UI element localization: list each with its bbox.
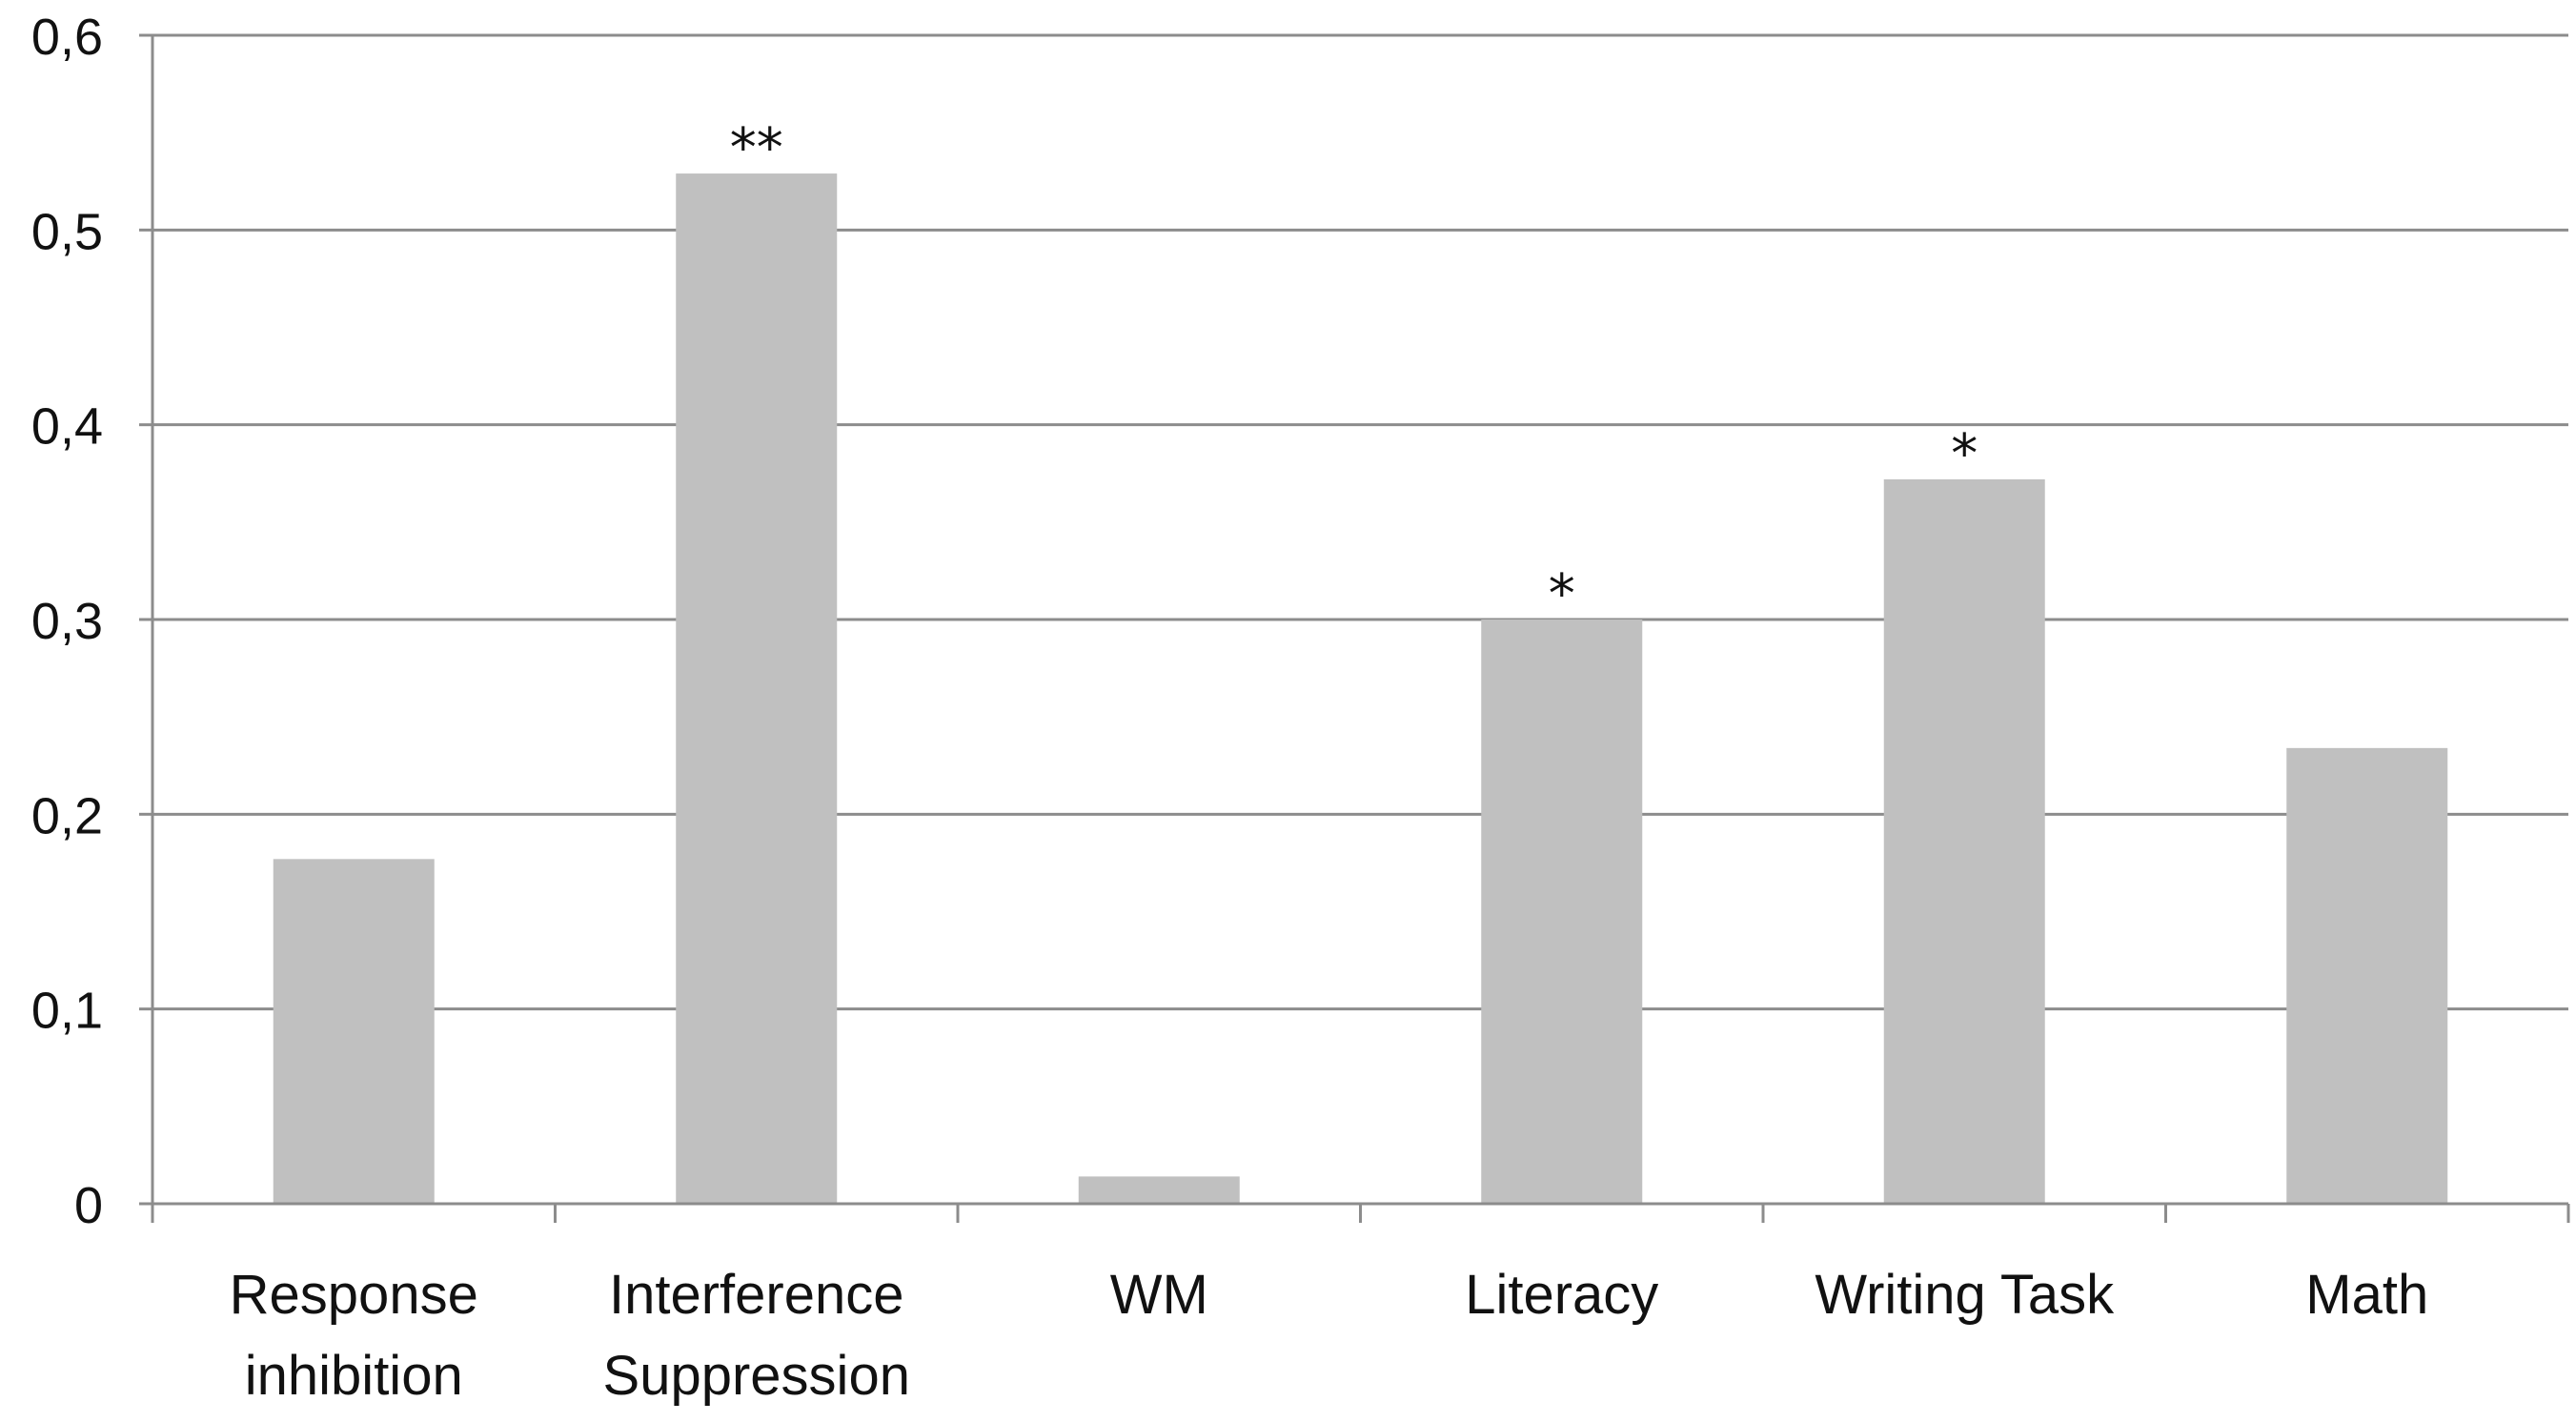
x-category-label: Writing Task [1815,1264,2115,1326]
y-tick-label: 0 [74,1177,103,1234]
significance-marker: * [1951,423,1978,485]
x-category-label: Interference [609,1264,904,1326]
x-category-label: Suppression [603,1345,910,1407]
significance-marker: ** [730,117,783,179]
x-category-label: inhibition [245,1345,463,1407]
bar [1883,478,2045,1204]
axes [139,33,2570,1223]
x-category-label: Literacy [1465,1264,1658,1326]
x-category-label: WM [1110,1264,1208,1326]
labels: 00,10,20,30,40,50,6Responseinhibition**I… [31,9,2428,1407]
y-tick-label: 0,4 [31,398,103,456]
y-tick-label: 0,2 [31,787,103,844]
bar [273,859,435,1204]
bar [676,173,838,1204]
y-tick-label: 0,6 [31,9,103,66]
y-tick-label: 0,5 [31,203,103,260]
bar [2286,747,2448,1204]
bar [1481,620,1643,1204]
y-tick-label: 0,3 [31,593,103,650]
x-category-label: Response [230,1264,478,1326]
bar [1078,1176,1240,1204]
y-tick-label: 0,1 [31,983,103,1040]
significance-marker: * [1549,563,1575,625]
gridlines [152,33,2568,1011]
x-category-label: Math [2305,1264,2428,1326]
bars [273,173,2448,1204]
